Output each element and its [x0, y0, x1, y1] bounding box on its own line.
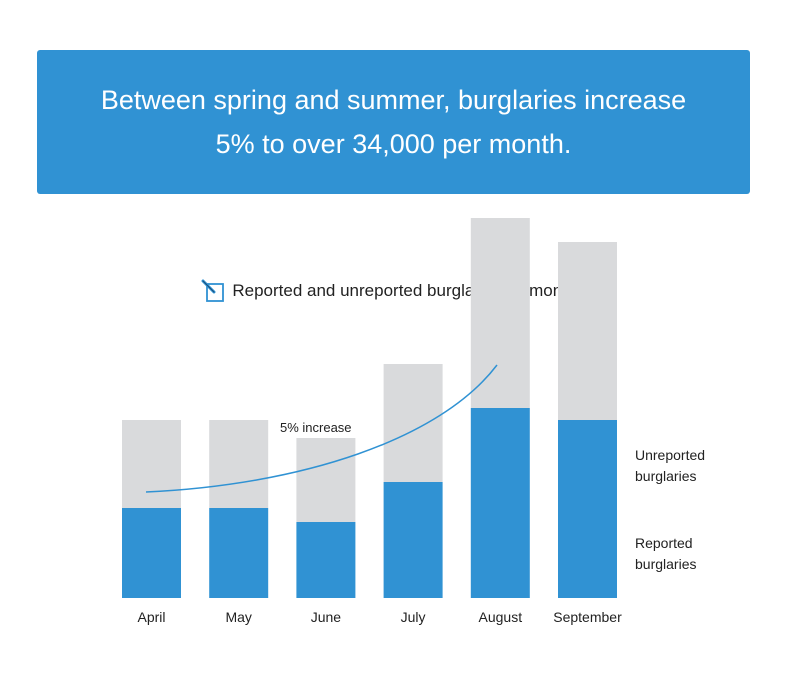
headline-line-2: 5% to over 34,000 per month.	[215, 129, 572, 159]
bar-unreported-july	[383, 364, 443, 482]
legend-reported-line-2: burglaries	[635, 556, 697, 572]
bar-reported-september	[558, 420, 617, 598]
increase-annotation: 5% increase	[280, 420, 352, 435]
bar-unreported-april	[122, 420, 181, 508]
x-label-june: June	[311, 609, 342, 625]
bar-unreported-september	[558, 242, 617, 420]
legend-reported: Reported burglaries	[635, 533, 696, 575]
increase-trend-curve	[145, 364, 498, 493]
legend-unreported: Unreported burglaries	[635, 445, 705, 487]
x-axis-labels: April May June July August September	[137, 609, 622, 625]
headline-banner: Between spring and summer, burglaries in…	[37, 50, 750, 194]
x-label-april: April	[137, 609, 165, 625]
bar-unreported-june	[296, 438, 356, 522]
x-label-july: July	[401, 609, 426, 625]
bar-reported-april	[122, 508, 181, 598]
headline-line-1: Between spring and summer, burglaries in…	[100, 85, 687, 115]
pencil-note-icon	[201, 279, 225, 302]
x-label-may: May	[225, 609, 251, 625]
legend-unreported-line-2: burglaries	[635, 468, 697, 484]
bar-unreported-august	[470, 218, 530, 408]
x-label-september: September	[553, 609, 622, 625]
legend-reported-line-1: Reported	[635, 535, 693, 551]
bar-unreported-may	[209, 420, 269, 508]
bar-reported-august	[470, 408, 530, 598]
bars-group	[122, 218, 617, 598]
legend-unreported-line-1: Unreported	[635, 447, 706, 463]
bar-reported-july	[383, 482, 443, 598]
bar-reported-may	[209, 508, 269, 598]
x-label-august: August	[479, 609, 523, 625]
bar-reported-june	[296, 522, 356, 598]
